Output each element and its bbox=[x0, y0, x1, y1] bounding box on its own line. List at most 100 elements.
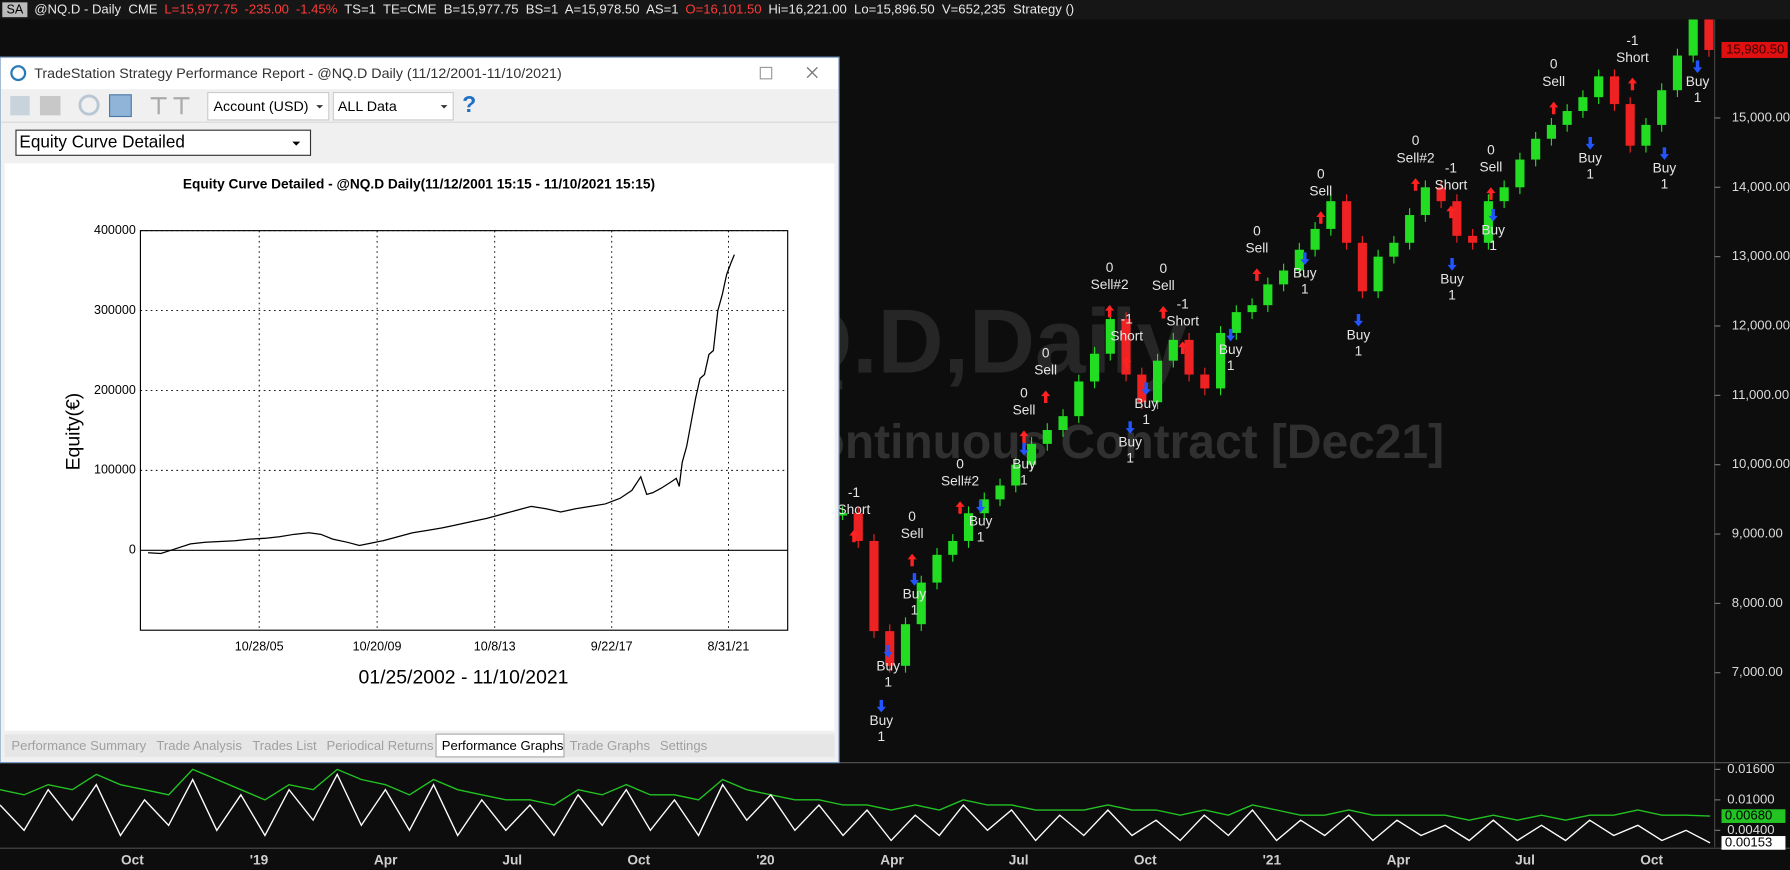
trade-action: Buy bbox=[903, 586, 927, 601]
candle bbox=[1310, 228, 1320, 250]
candle bbox=[1452, 201, 1462, 236]
candle bbox=[1625, 104, 1635, 146]
header-tag-box bbox=[2, 2, 28, 18]
candle bbox=[1641, 124, 1651, 146]
x-tick-label: 10/8/13 bbox=[474, 640, 516, 654]
buy-arrow bbox=[1447, 258, 1457, 271]
trade-qty: 0 bbox=[1020, 386, 1028, 401]
tab-label[interactable]: Periodical Returns bbox=[326, 738, 434, 753]
candle bbox=[1373, 256, 1383, 292]
candle bbox=[1105, 319, 1115, 354]
time-tick-label: Oct bbox=[121, 852, 144, 867]
account-dropdown-text: Account (USD) bbox=[213, 99, 308, 115]
candle bbox=[1263, 284, 1273, 306]
trade-action: Buy bbox=[1347, 327, 1371, 342]
trade-action: Sell bbox=[901, 526, 924, 541]
tab-label[interactable]: Trades List bbox=[252, 738, 317, 753]
candle bbox=[1042, 430, 1052, 444]
candle bbox=[1436, 187, 1446, 202]
sell-arrow bbox=[1122, 356, 1132, 369]
net-change: -235.00 bbox=[245, 2, 289, 17]
candle bbox=[979, 499, 989, 514]
trade-qty: 1 bbox=[1694, 90, 1702, 105]
time-tick-label: Jul bbox=[502, 852, 522, 867]
account-dropdown[interactable] bbox=[207, 91, 330, 121]
candle bbox=[1184, 339, 1194, 375]
refresh-icon[interactable] bbox=[78, 94, 100, 116]
trade-qty: 0 bbox=[1550, 57, 1558, 72]
trade-action: Buy bbox=[870, 713, 894, 728]
trade-action: Sell bbox=[1152, 278, 1175, 293]
price-tick-label: 13,000.00 bbox=[1732, 248, 1790, 263]
tab-label[interactable]: Trade Analysis bbox=[156, 738, 242, 753]
print-icon[interactable] bbox=[39, 95, 61, 116]
trade-qty: 1 bbox=[1489, 238, 1497, 253]
trade-qty: -1 bbox=[1445, 161, 1457, 176]
price-tick-label: 14,000.00 bbox=[1732, 179, 1790, 194]
tab-label[interactable]: Trade Graphs bbox=[570, 738, 651, 753]
time-tick-label: Apr bbox=[1387, 852, 1411, 867]
sell-arrow bbox=[1316, 211, 1326, 224]
sell-arrow bbox=[1041, 390, 1051, 404]
candle bbox=[1168, 339, 1178, 361]
candle bbox=[1688, 13, 1698, 56]
price-tick-label: 11,000.00 bbox=[1732, 387, 1789, 402]
trade-qty: 0 bbox=[1412, 133, 1420, 148]
data-dropdown[interactable] bbox=[332, 91, 454, 121]
header-text: @NQ.D - Daily CME L=15,977.75 -235.00 -1.45… bbox=[34, 2, 1074, 17]
active-tab[interactable] bbox=[435, 733, 565, 758]
indicator-tick-label: 0.01600 bbox=[1727, 761, 1774, 776]
sell-arrow bbox=[1158, 306, 1168, 319]
candle bbox=[1420, 187, 1430, 216]
sell-arrow bbox=[1178, 341, 1188, 354]
graph-dropdown[interactable] bbox=[15, 129, 312, 156]
last-price-label: 15,980.50 bbox=[1726, 41, 1784, 56]
indicator-last-label: 0.00680 bbox=[1725, 808, 1772, 823]
maximize-button[interactable] bbox=[759, 66, 773, 80]
price-tick-label: 8,000.00 bbox=[1732, 595, 1783, 610]
time-tick-label: Jul bbox=[1515, 852, 1535, 867]
time-tick-label: Apr bbox=[880, 852, 904, 867]
trade-action: Sell bbox=[1034, 363, 1057, 378]
tab-strip bbox=[4, 734, 835, 757]
trade-action: Sell bbox=[1309, 183, 1332, 198]
candle bbox=[1089, 353, 1100, 382]
candle bbox=[1074, 381, 1084, 417]
trade-action: Buy bbox=[1219, 342, 1243, 357]
save-icon[interactable] bbox=[10, 95, 30, 116]
trade-qty: 1 bbox=[1126, 451, 1134, 466]
last-price-box bbox=[1721, 41, 1788, 58]
trade-action: Buy bbox=[876, 658, 900, 673]
trade-qty: 1 bbox=[977, 529, 985, 544]
sell-arrow bbox=[1019, 430, 1029, 443]
open-price: O=16,101.50 bbox=[685, 2, 761, 17]
candle bbox=[1200, 374, 1210, 389]
buy-arrow bbox=[1585, 137, 1595, 150]
trade-action: Buy bbox=[1134, 396, 1158, 411]
sell-arrow bbox=[849, 529, 859, 543]
trade-action: Buy bbox=[1012, 456, 1036, 471]
price-tick-label: 9,000.00 bbox=[1732, 526, 1783, 541]
app-icon bbox=[10, 65, 27, 82]
help-button[interactable]: ? bbox=[462, 91, 476, 117]
sell-arrow bbox=[1252, 268, 1262, 281]
equity-chart: Equity Curve Detailed - @NQ.D Daily(11/1… bbox=[62, 177, 789, 688]
trade-action: Sell bbox=[1013, 403, 1036, 418]
format-icons[interactable] bbox=[150, 97, 190, 115]
trade-qty: 0 bbox=[1317, 166, 1325, 181]
close-button[interactable] bbox=[806, 66, 818, 79]
tab-label[interactable]: Performance Graphs bbox=[442, 738, 564, 753]
time-tick-label: '21 bbox=[1263, 852, 1282, 867]
candle bbox=[1279, 270, 1289, 285]
settings-icon[interactable] bbox=[109, 94, 132, 118]
y-axis-label: Equity(€) bbox=[62, 393, 84, 471]
trade-action: Short bbox=[1110, 328, 1143, 343]
candle bbox=[853, 513, 863, 541]
tab-label[interactable]: Settings bbox=[660, 738, 708, 753]
sell-arrow bbox=[1105, 304, 1115, 318]
time-tick-label: '19 bbox=[250, 852, 269, 867]
trade-action: Short bbox=[838, 502, 871, 517]
buy-arrow bbox=[976, 500, 986, 513]
tab-label[interactable]: Performance Summary bbox=[11, 738, 146, 753]
